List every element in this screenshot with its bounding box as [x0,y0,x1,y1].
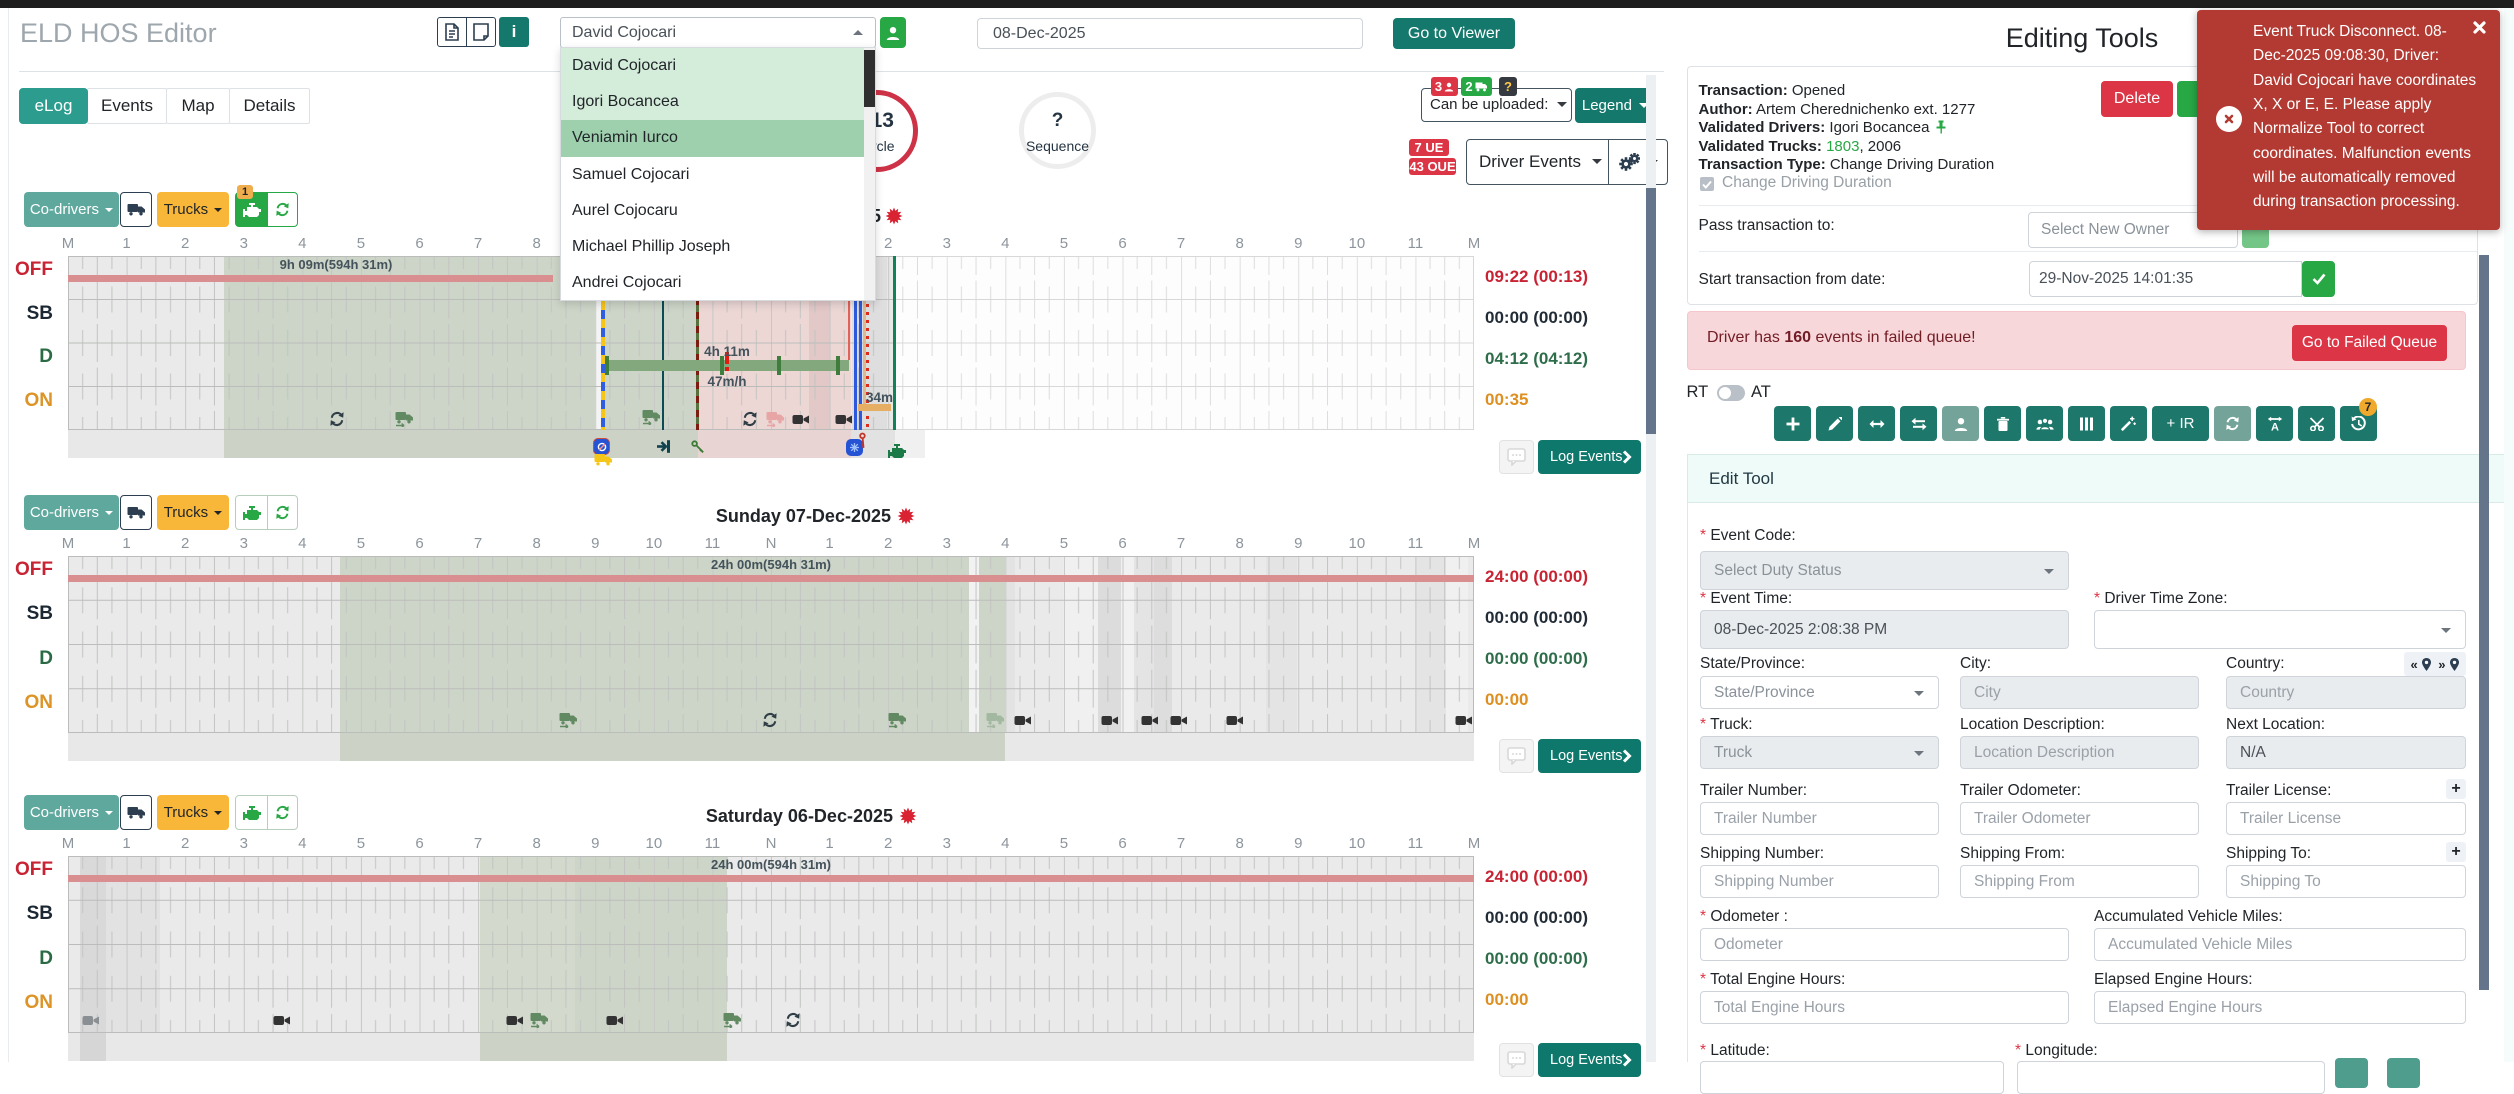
svg-text:A: A [2271,422,2279,432]
